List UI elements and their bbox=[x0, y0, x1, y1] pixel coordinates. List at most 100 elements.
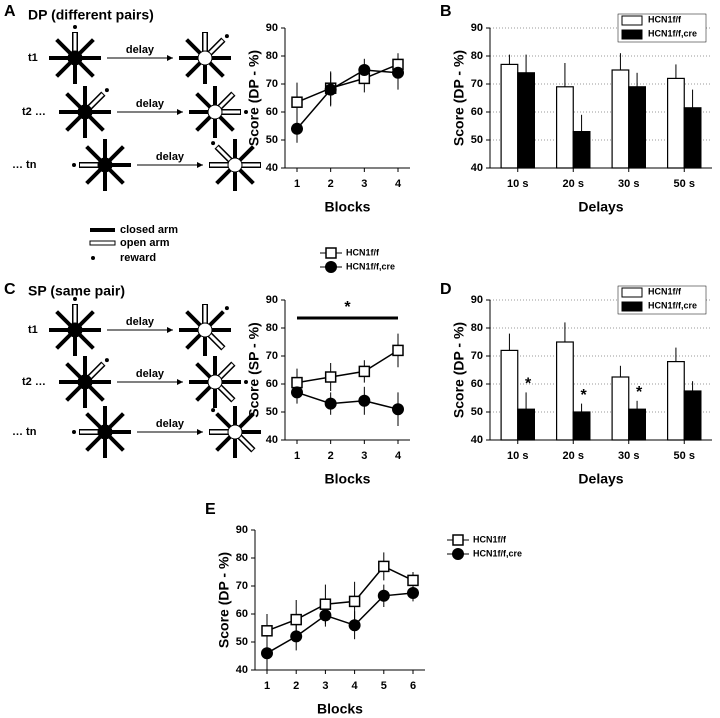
bar bbox=[611, 376, 630, 441]
y-tick-label: 60 bbox=[471, 378, 483, 390]
y-tick-label: 80 bbox=[266, 50, 278, 62]
maze-center bbox=[97, 157, 113, 173]
x-tick-label: 1 bbox=[294, 178, 300, 190]
bar bbox=[555, 86, 574, 169]
y-tick-label: 40 bbox=[266, 162, 278, 174]
legend-text: HCN1f/f,cre bbox=[648, 28, 697, 38]
marker bbox=[291, 376, 303, 389]
y-tick-label: 60 bbox=[266, 106, 278, 118]
maze-center bbox=[67, 50, 83, 66]
reward bbox=[244, 380, 248, 384]
marker bbox=[348, 619, 361, 632]
x-axis-label: Blocks bbox=[325, 471, 371, 487]
legend-text: closed arm bbox=[120, 224, 178, 236]
annotation: * bbox=[525, 376, 532, 393]
legend-text: HCN1f/f bbox=[648, 286, 682, 296]
series-line bbox=[296, 349, 399, 384]
bar bbox=[611, 69, 630, 169]
marker bbox=[291, 386, 303, 399]
x-tick-label: 1 bbox=[294, 450, 300, 462]
panel-label: A bbox=[4, 3, 16, 20]
bar bbox=[683, 390, 702, 441]
x-tick-label: 3 bbox=[322, 680, 328, 692]
delay-label: delay bbox=[126, 316, 155, 328]
y-tick-label: 90 bbox=[266, 294, 278, 306]
y-tick-label: 70 bbox=[266, 350, 278, 362]
legend-text: HCN1f/f,cre bbox=[473, 548, 522, 558]
reward bbox=[72, 430, 76, 434]
legend-text: HCN1f/f bbox=[648, 14, 682, 24]
legend-text: HCN1f/f bbox=[346, 247, 380, 257]
marker bbox=[324, 83, 337, 96]
marker bbox=[324, 371, 337, 383]
legend-text: HCN1f/f,cre bbox=[648, 300, 697, 310]
legend-reward bbox=[91, 256, 95, 260]
marker bbox=[358, 64, 371, 76]
y-tick-label: 50 bbox=[266, 406, 278, 418]
x-tick-label: 6 bbox=[410, 680, 416, 692]
bar bbox=[666, 77, 685, 169]
y-tick-label: 60 bbox=[471, 106, 483, 118]
bar bbox=[500, 349, 519, 441]
marker bbox=[325, 247, 337, 259]
reward bbox=[224, 306, 229, 311]
y-tick-label: 50 bbox=[471, 134, 483, 146]
marker bbox=[358, 365, 371, 378]
x-axis-label: Delays bbox=[578, 199, 623, 215]
reward bbox=[211, 141, 216, 146]
delay-label: delay bbox=[136, 98, 165, 110]
series-line bbox=[296, 391, 399, 410]
arrow-head bbox=[177, 379, 183, 385]
maze-center bbox=[77, 374, 93, 390]
x-tick-label: 2 bbox=[328, 450, 334, 462]
bar bbox=[500, 63, 519, 169]
marker bbox=[261, 647, 273, 660]
y-tick-label: 70 bbox=[471, 78, 483, 90]
trial-label: t2 … bbox=[22, 376, 46, 388]
x-tick-label: 50 s bbox=[674, 178, 695, 190]
maze-center bbox=[207, 104, 223, 120]
arrow-head bbox=[177, 109, 183, 115]
x-tick-label: 10 s bbox=[507, 450, 528, 462]
y-tick-label: 60 bbox=[236, 608, 248, 620]
bar bbox=[555, 341, 574, 441]
marker bbox=[452, 534, 464, 546]
legend-swatch bbox=[621, 15, 643, 26]
marker bbox=[319, 598, 332, 610]
reward bbox=[211, 408, 216, 413]
x-axis-label: Blocks bbox=[325, 199, 371, 215]
marker bbox=[407, 587, 419, 599]
y-tick-label: 90 bbox=[471, 22, 483, 34]
y-tick-label: 40 bbox=[266, 434, 278, 446]
x-tick-label: 3 bbox=[361, 450, 367, 462]
marker bbox=[452, 548, 464, 560]
marker bbox=[291, 122, 303, 135]
reward bbox=[244, 110, 248, 114]
x-tick-label: 20 s bbox=[563, 178, 584, 190]
y-tick-label: 40 bbox=[471, 434, 483, 446]
x-axis-label: Delays bbox=[578, 471, 623, 487]
y-tick-label: 70 bbox=[236, 580, 248, 592]
bar bbox=[666, 361, 685, 441]
marker bbox=[324, 397, 337, 410]
bar bbox=[683, 107, 702, 169]
legend-text: HCN1f/f,cre bbox=[346, 261, 395, 271]
marker bbox=[392, 403, 404, 416]
y-tick-label: 40 bbox=[236, 664, 248, 676]
reward bbox=[73, 25, 77, 29]
y-tick-label: 80 bbox=[471, 50, 483, 62]
marker bbox=[319, 609, 332, 622]
y-tick-label: 50 bbox=[236, 636, 248, 648]
marker bbox=[325, 261, 337, 273]
trial-label: t1 bbox=[28, 324, 38, 336]
marker bbox=[377, 589, 390, 602]
series-line bbox=[266, 565, 414, 632]
reward bbox=[72, 163, 76, 167]
legend-swatch bbox=[621, 29, 643, 40]
legend-swatch bbox=[621, 301, 643, 312]
delay-label: delay bbox=[136, 368, 165, 380]
maze-center bbox=[197, 50, 213, 66]
x-tick-label: 4 bbox=[395, 450, 402, 462]
x-tick-label: 1 bbox=[264, 680, 270, 692]
